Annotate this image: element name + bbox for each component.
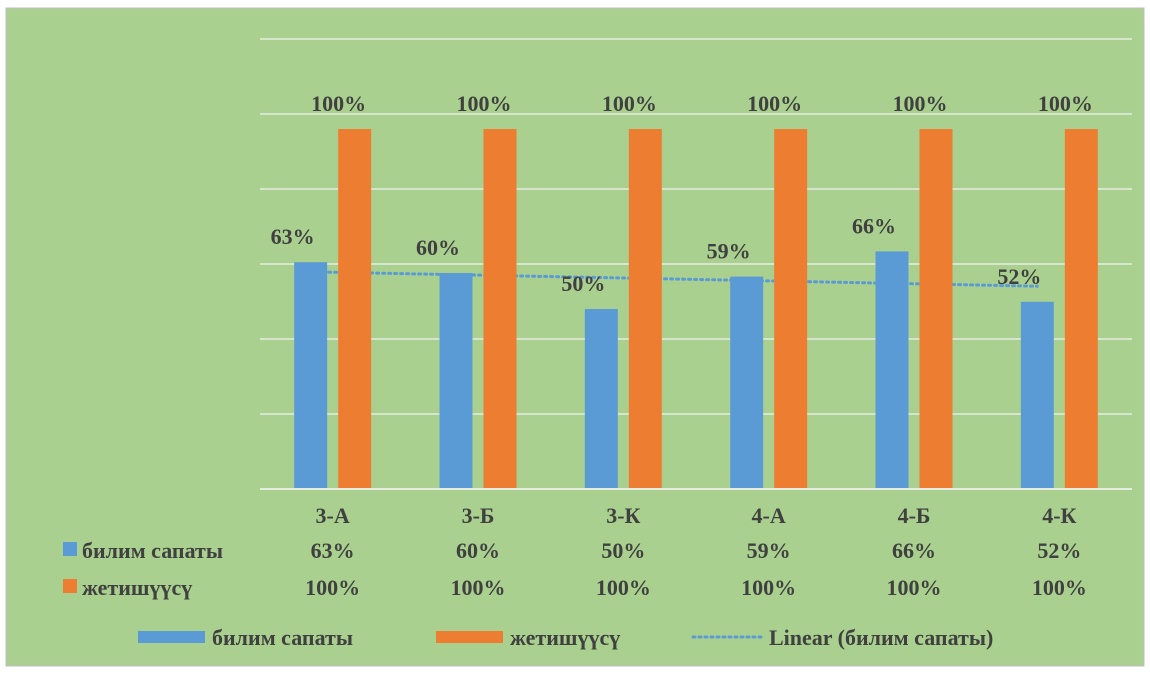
table-category-label: 3-К	[606, 503, 640, 528]
bar-zhetishuusu	[774, 129, 808, 489]
legend-label: жетишүүсү	[510, 625, 620, 650]
table-category-label: 4-К	[1042, 503, 1076, 528]
data-label: 100%	[747, 91, 802, 116]
legend-label: билим сапаты	[212, 625, 353, 650]
bar-bilim-sapaty	[730, 276, 764, 489]
bar-bilim-sapaty	[875, 251, 909, 489]
data-table: 3-А 63% 100% 3-Б 60% 100% 3-К 50% 100% 4-А 59% 100%…	[63, 503, 1087, 600]
table-category-label: 4-Б	[898, 503, 931, 528]
table-series-name: билим сапаты	[82, 538, 223, 563]
legend-swatch-zhetishuusu	[436, 631, 503, 643]
chart-background	[5, 7, 1145, 667]
data-label: 52%	[997, 264, 1041, 289]
legend-label: Linear (билим сапаты)	[769, 625, 993, 650]
table-category-label: 3-Б	[462, 503, 495, 528]
bar-bilim-sapaty	[584, 309, 618, 489]
legend: билим сапаты жетишүүсү Linear (билим сапат…	[138, 625, 993, 650]
bar-bilim-sapaty	[439, 273, 473, 489]
table-cell: 52%	[1037, 538, 1081, 563]
table-series-name: жетишүүсү	[82, 575, 192, 600]
data-label: 100%	[1038, 91, 1093, 116]
data-label: 100%	[311, 91, 366, 116]
table-series-key	[63, 542, 77, 556]
bar-zhetishuusu	[483, 129, 517, 489]
bar-zhetishuusu	[628, 129, 662, 489]
table-series-key	[63, 579, 77, 593]
trendline-layer	[309, 270, 1039, 288]
data-labels: 63% 100% 60% 100% 50% 100% 59% 100% 66% 100% 52% 10…	[271, 91, 1093, 296]
data-label: 50%	[561, 271, 605, 296]
data-label: 59%	[707, 239, 751, 264]
bars	[294, 129, 1098, 489]
table-cell: 100%	[305, 575, 360, 600]
bar-zhetishuusu	[919, 129, 953, 489]
table-category-label: 3-А	[316, 503, 350, 528]
bar-bilim-sapaty	[1020, 301, 1054, 489]
bar-zhetishuusu	[338, 129, 372, 489]
table-cell: 63%	[311, 538, 355, 563]
legend-swatch-bilim-sapaty	[138, 631, 205, 643]
trendline	[309, 270, 1039, 288]
data-label: 60%	[416, 235, 460, 260]
data-label: 63%	[271, 224, 315, 249]
table-cell: 59%	[747, 538, 791, 563]
table-cell: 50%	[601, 538, 645, 563]
data-label: 100%	[602, 91, 657, 116]
data-label: 100%	[457, 91, 512, 116]
data-label: 100%	[893, 91, 948, 116]
table-category-label: 4-А	[752, 503, 786, 528]
table-cell: 100%	[887, 575, 942, 600]
bar-zhetishuusu	[1064, 129, 1098, 489]
table-cell: 100%	[596, 575, 651, 600]
table-cell: 100%	[451, 575, 506, 600]
gridlines	[260, 38, 1132, 415]
bar-bilim-sapaty	[294, 262, 328, 489]
data-label: 66%	[852, 213, 896, 238]
table-cell: 66%	[892, 538, 936, 563]
table-cell: 100%	[741, 575, 796, 600]
table-cell: 100%	[1032, 575, 1087, 600]
table-cell: 60%	[456, 538, 500, 563]
